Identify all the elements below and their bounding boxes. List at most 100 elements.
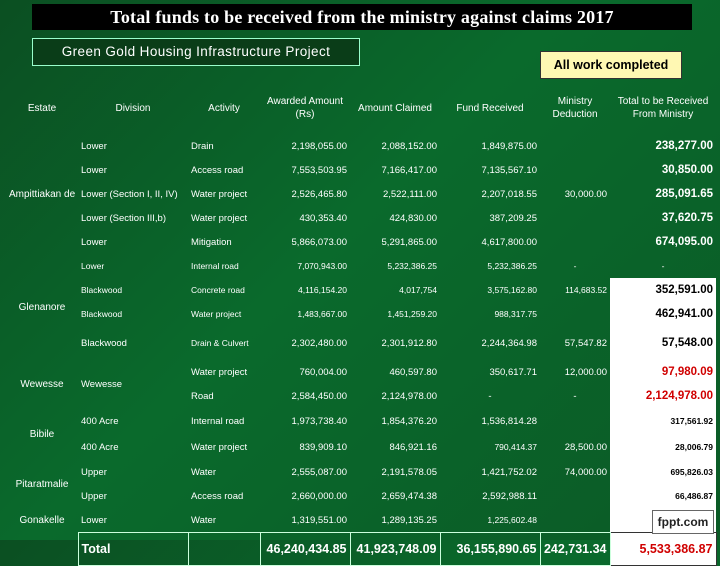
totals-row: Total 46,240,434.85 41,923,748.09 36,155… bbox=[6, 532, 717, 566]
table-row: Blackwood Drain & Culvert 2,302,480.00 2… bbox=[6, 326, 716, 360]
table-row: Gonakelle Lower Water 1,319,551.00 1,289… bbox=[6, 508, 716, 533]
deduction-cell bbox=[540, 508, 610, 533]
table-row: Pitaratmalie Upper Water 2,555,087.00 2,… bbox=[6, 460, 716, 490]
activity-cell: Drain & Culvert bbox=[191, 338, 249, 348]
slide-title: Total funds to be received from the mini… bbox=[32, 4, 692, 30]
total-cell: 37,620.75 bbox=[661, 212, 713, 224]
division-cell: Upper bbox=[81, 490, 107, 502]
total-estate-blank bbox=[6, 533, 78, 566]
division-cell: Lower bbox=[81, 140, 107, 152]
table-header-row: Estate Division Activity Awarded Amount … bbox=[6, 82, 716, 134]
received-cell: 2,244,364.98 bbox=[481, 337, 537, 349]
awarded-cell: 5,866,073.00 bbox=[291, 236, 347, 248]
total-cell: 66,486.87 bbox=[610, 484, 716, 508]
division-cell: Lower bbox=[81, 236, 107, 248]
received-cell: 790,414.37 bbox=[494, 442, 537, 452]
division-cell: Blackwood bbox=[81, 337, 127, 349]
deduction-cell bbox=[540, 408, 610, 434]
claimed-cell: 460,597.80 bbox=[389, 366, 437, 378]
claimed-cell: 1,854,376.20 bbox=[381, 415, 437, 427]
awarded-cell: 1,973,738.40 bbox=[291, 415, 347, 427]
activity-cell: Internal road bbox=[191, 415, 245, 427]
received-cell: 2,592,988.11 bbox=[482, 490, 537, 502]
activity-cell: Access road bbox=[191, 490, 244, 502]
deduction-cell bbox=[540, 134, 610, 158]
claimed-cell: 5,232,386.25 bbox=[387, 261, 437, 271]
awarded-cell: 1,483,667.00 bbox=[297, 309, 347, 319]
awarded-cell: 7,070,943.00 bbox=[297, 261, 347, 271]
division-cell: Lower bbox=[81, 514, 107, 526]
received-cell: 1,225,602.48 bbox=[487, 515, 537, 525]
activity-cell: Water project bbox=[191, 441, 248, 453]
estate-cell: Glenanore bbox=[18, 301, 66, 313]
claimed-cell: 846,921.16 bbox=[389, 441, 437, 453]
deduction-cell bbox=[540, 302, 610, 326]
activity-cell: Access road bbox=[191, 164, 244, 176]
total-cell: 695,826.03 bbox=[610, 460, 716, 484]
deduction-cell: 74,000.00 bbox=[564, 466, 607, 478]
header-claimed: Amount Claimed bbox=[358, 102, 432, 114]
total-claimed: 41,923,748.09 bbox=[349, 532, 441, 566]
total-cell: 57,548.00 bbox=[610, 326, 716, 360]
total-cell: 352,591.00 bbox=[610, 278, 716, 302]
deduction-cell bbox=[540, 484, 610, 508]
deduction-cell: 12,000.00 bbox=[564, 366, 607, 378]
deduction-cell bbox=[540, 230, 610, 254]
awarded-cell: 1,319,551.00 bbox=[291, 514, 347, 526]
activity-cell: Mitigation bbox=[191, 236, 232, 248]
awarded-cell: 2,660,000.00 bbox=[291, 490, 347, 502]
total-cell: - bbox=[661, 261, 665, 271]
table-row: 400 Acre Water project 839,909.10 846,92… bbox=[6, 434, 716, 460]
table-row: Lower Access road 7,553,503.95 7,166,417… bbox=[6, 158, 716, 182]
estate-cell: Wewesse bbox=[20, 378, 64, 390]
table-row: Glenanore Lower Internal road 7,070,943.… bbox=[6, 254, 716, 313]
received-cell: 1,849,875.00 bbox=[481, 140, 537, 152]
total-awarded: 46,240,434.85 bbox=[259, 532, 351, 566]
table-row: Bibile 400 Acre Internal road 1,973,738.… bbox=[6, 408, 716, 440]
fppt-logo: fppt.com bbox=[652, 510, 714, 534]
claimed-cell: 424,830.00 bbox=[389, 212, 437, 224]
total-cell: 97,980.09 bbox=[610, 360, 716, 384]
claimed-cell: 2,124,978.00 bbox=[381, 390, 437, 402]
received-cell: 4,617,800.00 bbox=[481, 236, 537, 248]
deduction-cell: 28,500.00 bbox=[564, 441, 607, 453]
table-row: Lower (Section I, II, IV) Water project … bbox=[6, 182, 716, 206]
received-cell: 988,317.75 bbox=[494, 309, 537, 319]
deduction-cell: 30,000.00 bbox=[564, 188, 607, 200]
total-received: 36,155,890.65 bbox=[439, 532, 541, 566]
total-cell: 462,941.00 bbox=[610, 302, 716, 326]
awarded-cell: 2,526,465.80 bbox=[291, 188, 347, 200]
awarded-cell: 2,198,055.00 bbox=[291, 140, 347, 152]
total-cell: 317,561.92 bbox=[610, 408, 716, 434]
activity-cell: Water project bbox=[191, 366, 248, 378]
table-row: Blackwood Concrete road 4,116,154.20 4,0… bbox=[6, 278, 716, 302]
awarded-cell: 7,553,503.95 bbox=[291, 164, 347, 176]
header-activity: Activity bbox=[208, 102, 240, 114]
table-row: Wewesse Wewesse Water project 760,004.00… bbox=[6, 360, 716, 390]
claimed-cell: 7,166,417.00 bbox=[381, 164, 437, 176]
received-cell: - bbox=[488, 390, 492, 402]
estate-cell: Bibile bbox=[29, 428, 55, 440]
received-cell: 1,421,752.02 bbox=[481, 466, 537, 478]
division-cell: Lower (Section I, II, IV) bbox=[81, 188, 178, 200]
division-cell: Blackwood bbox=[81, 285, 123, 295]
total-label: Total bbox=[77, 532, 189, 566]
deduction-cell: - bbox=[573, 390, 577, 402]
status-badge: All work completed bbox=[540, 51, 682, 79]
claimed-cell: 2,659,474.38 bbox=[381, 490, 437, 502]
estate-cell: Gonakelle bbox=[19, 514, 65, 526]
total-cell: 2,124,978.00 bbox=[610, 384, 716, 408]
claimed-cell: 4,017,754 bbox=[399, 285, 437, 295]
total-cell: 30,850.00 bbox=[661, 164, 713, 176]
received-cell: 387,209.25 bbox=[489, 212, 537, 224]
received-cell: 7,135,567.10 bbox=[481, 164, 537, 176]
deduction-cell bbox=[540, 206, 610, 230]
total-cell: 238,277.00 bbox=[655, 140, 713, 152]
activity-cell: Water bbox=[191, 466, 216, 478]
awarded-cell: 2,302,480.00 bbox=[291, 337, 347, 349]
activity-cell: Drain bbox=[191, 140, 214, 152]
received-cell: 3,575,162.80 bbox=[487, 285, 537, 295]
claims-table: Estate Division Activity Awarded Amount … bbox=[6, 82, 717, 566]
activity-cell: Concrete road bbox=[191, 285, 245, 295]
activity-cell: Water project bbox=[191, 188, 248, 200]
